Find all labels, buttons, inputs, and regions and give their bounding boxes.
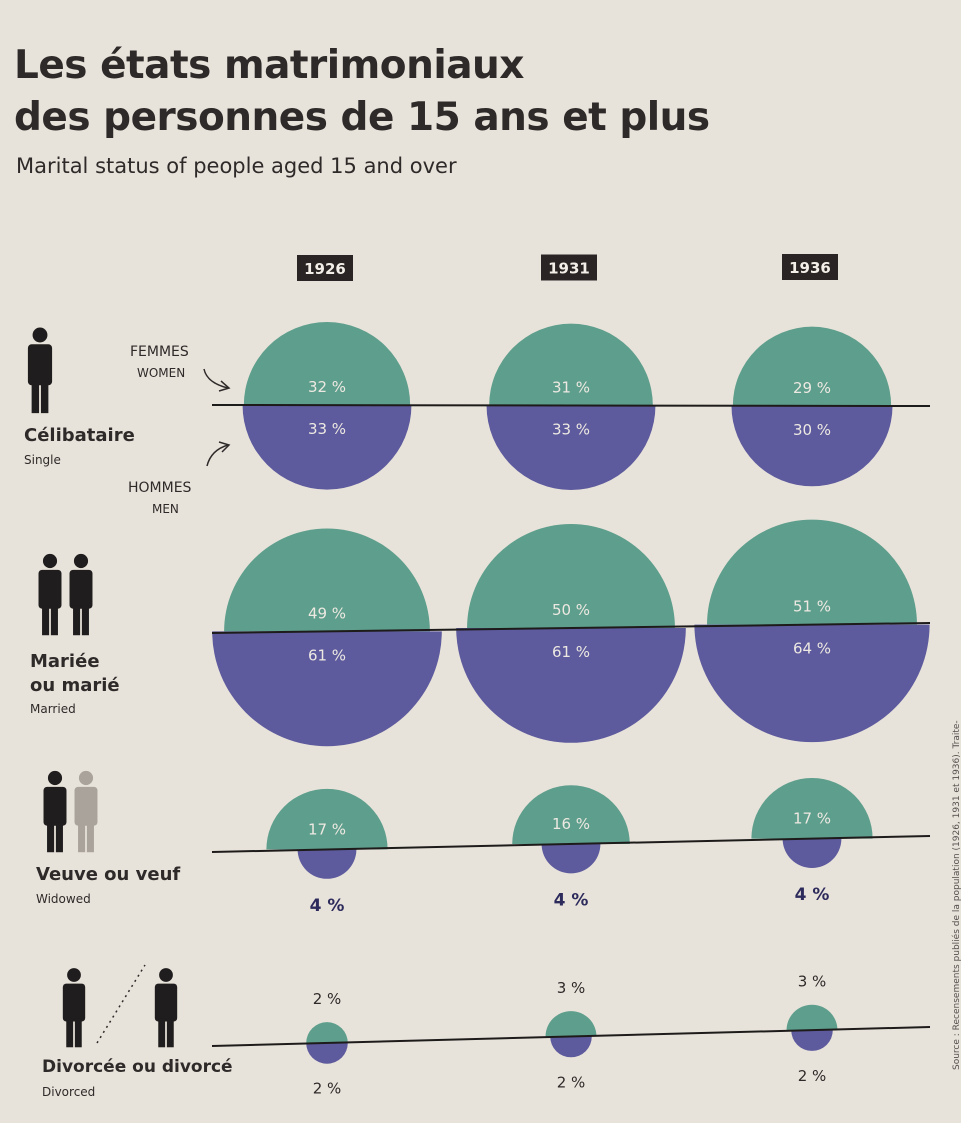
legend-men-arrow	[206, 444, 229, 467]
year-badge-1936	[782, 254, 838, 280]
women-value-widowed-1936: 17 %	[793, 810, 831, 828]
title-line-1: Les états matrimoniaux	[14, 43, 524, 88]
row-label-divorced: Divorcée ou divorcé	[42, 1057, 233, 1077]
row-single: 32 % 33 % 31 % 33 % 29 % 30 %	[211, 322, 931, 490]
row-label-single-en: Single	[24, 453, 61, 467]
year-label-1926: 1926	[304, 260, 346, 278]
baseline-divorced	[211, 1026, 931, 1047]
men-value-married-1936: 64 %	[793, 640, 831, 658]
women-value-widowed-1931: 16 %	[552, 815, 590, 833]
men-value-married-1926: 61 %	[308, 646, 346, 664]
couple-icon-2	[69, 553, 93, 636]
men-half-married-1936	[694, 624, 930, 743]
row-label-married-2: ou marié	[30, 675, 120, 696]
legend-men-arrowhead	[218, 441, 231, 453]
men-value-widowed-1926: 4 %	[310, 896, 345, 916]
row-label-divorced-en: Divorced	[42, 1085, 95, 1099]
men-half-single-1931	[486, 405, 656, 490]
men-half-widowed-1926	[297, 849, 357, 879]
year-label-1936: 1936	[789, 259, 831, 277]
legend-women-arrowhead	[218, 380, 231, 392]
men-value-single-1926: 33 %	[308, 420, 346, 438]
category-icons	[27, 327, 178, 1048]
women-half-widowed-1931	[512, 785, 630, 844]
men-half-widowed-1931	[541, 844, 601, 874]
row-label-widowed: Veuve ou veuf	[36, 864, 180, 885]
women-half-single-1931	[489, 323, 653, 406]
year-badge-1926	[297, 255, 353, 281]
row-married: 49 % 61 % 50 % 61 % 51 % 64 %	[211, 519, 931, 747]
year-badge-1931	[541, 254, 597, 281]
baseline-widowed	[211, 835, 931, 853]
men-value-widowed-1936: 4 %	[795, 885, 830, 905]
women-value-divorced-1936: 3 %	[798, 973, 827, 991]
men-half-single-1926	[242, 405, 412, 490]
women-value-divorced-1926: 2 %	[313, 990, 342, 1008]
men-value-divorced-1931: 2 %	[557, 1073, 586, 1091]
women-value-single-1936: 29 %	[793, 379, 831, 397]
women-half-single-1926	[243, 322, 411, 406]
baseline-married	[211, 622, 931, 634]
divorced-couple-icon-1	[62, 968, 86, 1048]
year-label-1931: 1931	[548, 260, 590, 278]
legend-women-en: WOMEN	[137, 366, 185, 380]
men-half-divorced-1926	[306, 1042, 348, 1064]
legend-men-en: MEN	[152, 502, 179, 516]
legend-women-fr: FEMMES	[130, 344, 189, 360]
men-value-widowed-1931: 4 %	[554, 890, 589, 910]
men-half-divorced-1936	[791, 1030, 833, 1051]
men-value-single-1931: 33 %	[552, 421, 590, 439]
row-label-widowed-en: Widowed	[36, 892, 91, 906]
women-value-married-1926: 49 %	[308, 604, 346, 622]
men-half-single-1936	[731, 405, 893, 487]
women-half-widowed-1936	[751, 778, 873, 839]
men-half-married-1931	[456, 628, 686, 743]
women-value-divorced-1931: 3 %	[557, 979, 586, 997]
widowed-couple-icon-dark	[43, 770, 67, 853]
row-widowed: 17 % 4 % 16 % 4 % 17 % 4 %	[211, 778, 931, 916]
legend-women-arrow	[203, 368, 229, 389]
men-half-widowed-1936	[782, 838, 842, 869]
women-value-single-1926: 32 %	[308, 378, 346, 396]
men-value-divorced-1936: 2 %	[798, 1067, 827, 1085]
chart-rows: 32 % 33 % 31 % 33 % 29 % 30 % 49 % 61 % 50 % 61 %…	[211, 322, 931, 1098]
women-value-married-1936: 51 %	[793, 598, 831, 616]
row-label-married-en: Married	[30, 702, 76, 716]
women-value-single-1931: 31 %	[552, 379, 590, 397]
women-half-married-1926	[224, 528, 430, 632]
chart-subtitle: Marital status of people aged 15 and ove…	[16, 154, 457, 178]
row-label-single: Célibataire	[24, 425, 135, 446]
person-icon	[27, 327, 53, 414]
divorce-separator	[96, 964, 146, 1044]
widowed-couple-icon-light	[74, 770, 98, 853]
legend: FEMMES WOMEN HOMMES MEN	[128, 344, 231, 516]
women-half-divorced-1926	[306, 1022, 348, 1043]
divorced-couple-icon-2	[154, 968, 178, 1048]
row-label-married-1: Mariée	[30, 651, 100, 672]
men-value-divorced-1926: 2 %	[313, 1080, 342, 1098]
men-half-divorced-1931	[550, 1036, 592, 1058]
row-labels: Célibataire Single Mariée ou marié Marri…	[24, 425, 233, 1099]
women-half-divorced-1931	[545, 1011, 597, 1037]
chart-title: Les états matrimoniaux des personnes de …	[14, 40, 710, 144]
title-line-2: des personnes de 15 ans et plus	[14, 95, 710, 140]
women-half-married-1931	[467, 524, 675, 628]
year-headers: 1926 1931 1936	[297, 254, 838, 281]
women-half-married-1936	[707, 519, 917, 625]
men-value-married-1931: 61 %	[552, 643, 590, 661]
women-half-widowed-1926	[266, 788, 388, 850]
men-value-single-1936: 30 %	[793, 421, 831, 439]
baseline-single	[211, 404, 931, 407]
women-value-widowed-1926: 17 %	[308, 820, 346, 838]
couple-icon-1	[38, 553, 62, 636]
legend-men-fr: HOMMES	[128, 480, 192, 496]
row-divorced: 2 % 2 % 3 % 2 % 3 % 2 %	[211, 973, 931, 1098]
men-half-married-1926	[212, 631, 442, 747]
women-half-single-1936	[732, 326, 892, 406]
women-half-divorced-1936	[786, 1004, 838, 1031]
women-value-married-1931: 50 %	[552, 601, 590, 619]
